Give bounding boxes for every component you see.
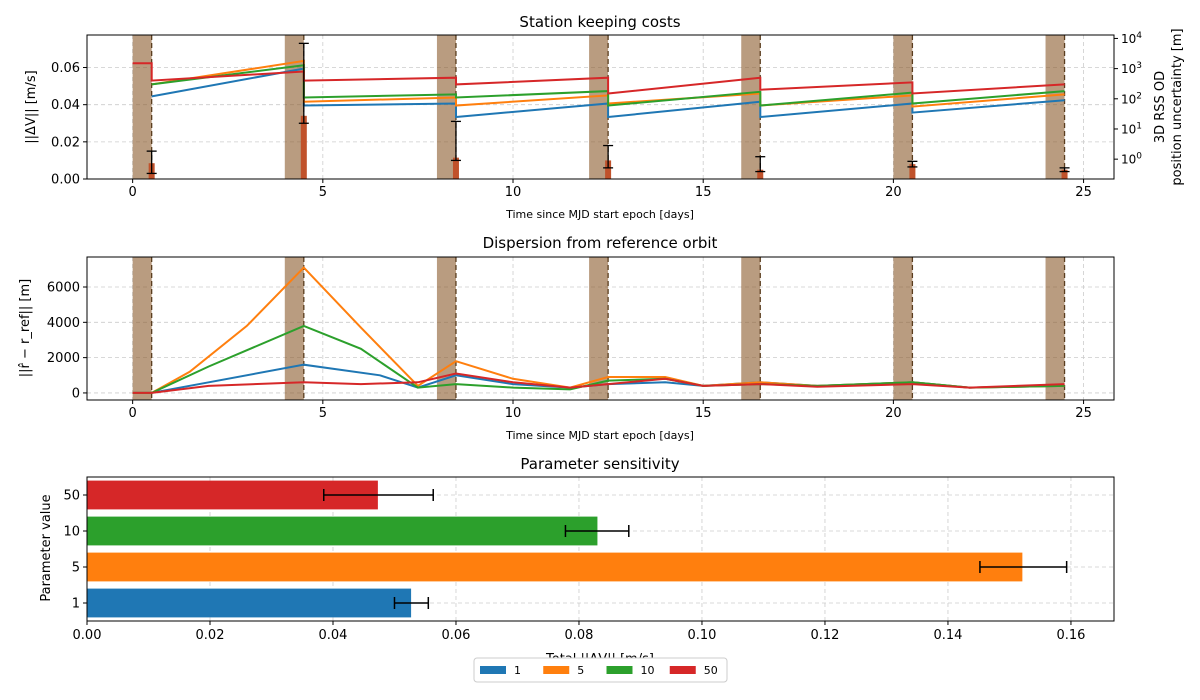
panel1-ylabel: ||ΔV|| [m/s] [24,70,39,143]
panel3-xtick-label: 0.02 [196,628,225,643]
panel1-y2tick-label: 103 [1121,61,1142,76]
panel1-y2tick-label: 102 [1121,91,1142,106]
panel2-xtick-label: 25 [1075,406,1092,421]
panel2-ytick-label: 2000 [47,351,80,366]
panel3-ytick-label: 10 [63,525,80,540]
panel2-maneuver-window [741,257,761,400]
panel3-xtick-label: 0.04 [319,628,348,643]
panel1-y2tick-label: 101 [1121,121,1142,136]
panel3-bar-10 [87,516,598,546]
legend-swatch-5 [543,666,570,674]
panel1-ytick-label: 0.02 [51,135,80,150]
legend-swatch-10 [606,666,633,674]
panel2-ytick-label: 0 [72,386,80,401]
panel1-maneuver-window [132,35,152,179]
panel1-impulse-bar [1061,169,1068,179]
panel1-impulse-bar [909,164,916,179]
station-keeping-panel: Station keeping costs Time since MJD sta… [24,13,1185,221]
panel1-title: Station keeping costs [519,13,680,31]
panel1-maneuver-window [436,35,456,179]
panel3-ylabel: Parameter value [39,494,54,601]
panel3-xtick-label: 0.14 [933,628,962,643]
panel3-xtick-label: 0.00 [73,628,102,643]
panel1-y2tick-label: 104 [1121,31,1142,46]
panel2-maneuver-window [284,257,304,400]
panel1-impulse-bar [300,115,307,179]
panel2-ytick-label: 6000 [47,281,80,296]
panel2-xtick-label: 0 [129,406,137,421]
panel2-xtick-label: 10 [505,406,522,421]
panel1-y2label-line2: position uncertainty [m] [1170,28,1185,185]
legend: 1 5 10 50 [473,657,728,683]
panel1-maneuver-window [741,35,761,179]
panel1-xtick-label: 20 [885,185,902,200]
panel1-maneuver-window [1045,35,1065,179]
panel1-impulse-bar [452,157,459,179]
panel2-xlabel: Time since MJD start epoch [days] [505,429,694,442]
panel1-y2label-line1: 3D RSS OD [1153,71,1168,143]
panel3-xtick-label: 0.06 [442,628,471,643]
panel1-impulse-bar [757,169,764,179]
legend-label-5: 5 [577,664,584,677]
panel1-xtick-label: 0 [129,185,137,200]
dispersion-panel: Dispersion from reference orbit Time sin… [18,234,1115,442]
panel2-series-10 [132,324,1065,394]
panel2-ytick-label: 4000 [47,316,80,331]
panel2-maneuver-window [1045,257,1065,400]
panel2-xtick-label: 15 [695,406,712,421]
panel3-title: Parameter sensitivity [520,455,679,473]
panel3-bar-5 [87,552,1023,582]
panel3-xtick-label: 0.10 [687,628,716,643]
panel2-xtick-label: 20 [885,406,902,421]
panel1-ytick-label: 0.06 [51,61,80,76]
panel3-axes-frame [86,476,1115,622]
panel2-xtick-label: 5 [319,406,327,421]
panel1-maneuver-window [589,35,609,179]
panel3-ytick-label: 1 [72,597,80,612]
panel1-xtick-label: 25 [1075,185,1092,200]
panel2-title: Dispersion from reference orbit [483,234,718,252]
legend-swatch-50 [669,666,696,674]
panel1-ytick-label: 0.04 [51,98,80,113]
panel2-ylabel: ||r̂ − r_ref|| [m] [18,279,33,377]
legend-label-1: 1 [514,664,521,677]
panel3-bar-1 [87,588,412,618]
panel1-y2tick-label: 100 [1121,152,1142,167]
legend-label-10: 10 [641,664,655,677]
legend-swatch-1 [480,666,506,674]
panel1-xtick-label: 15 [695,185,712,200]
panel1-impulse-bar [605,160,612,179]
panel1-axes-frame [86,34,1115,180]
panel1-ytick-label: 0.00 [51,173,80,188]
legend-box [473,657,728,683]
legend-label-50: 50 [704,664,718,677]
panel1-xtick-label: 10 [505,185,522,200]
panel3-xtick-label: 0.12 [810,628,839,643]
parameter-sensitivity-panel: Parameter sensitivity Total ||ΔV|| [m/s]… [39,455,1115,667]
panel3-xtick-label: 0.16 [1056,628,1085,643]
panel1-series-50 [132,62,1065,95]
panel2-maneuver-window [132,257,152,400]
panel3-ytick-label: 5 [72,561,80,576]
panel2-axes-frame [86,256,1115,401]
panel1-xtick-label: 5 [319,185,327,200]
panel2-maneuver-window [893,257,913,400]
panel1-maneuver-window [893,35,913,179]
panel2-series-50 [132,372,1065,394]
panel3-xtick-label: 0.08 [564,628,593,643]
panel2-maneuver-window [589,257,609,400]
panel3-ytick-label: 50 [63,489,80,504]
panel1-xlabel: Time since MJD start epoch [days] [505,208,694,221]
